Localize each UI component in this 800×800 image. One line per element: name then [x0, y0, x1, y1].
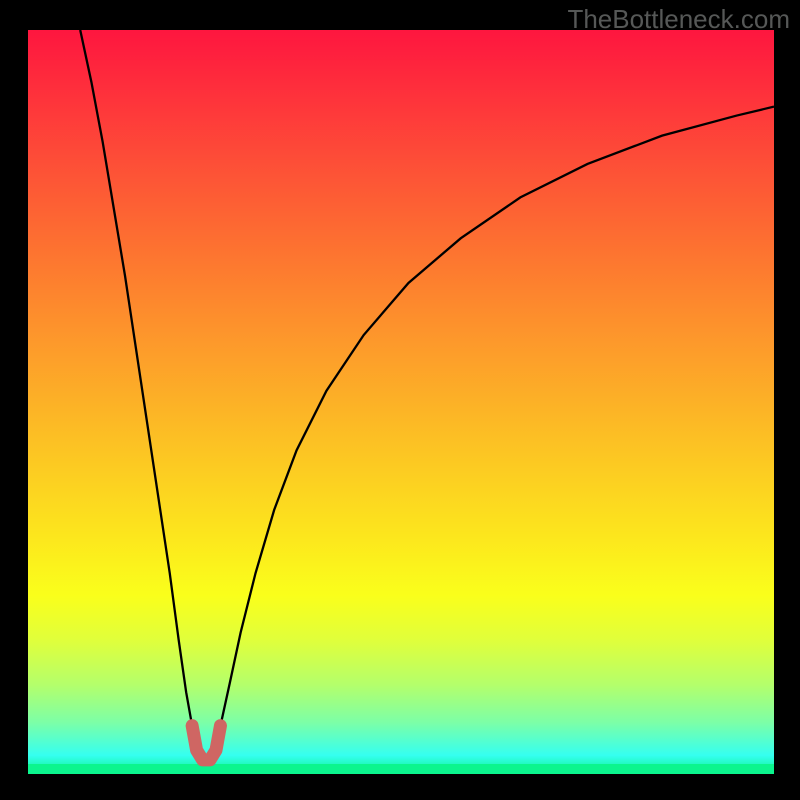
bottleneck-chart [28, 30, 774, 774]
chart-baseline [28, 764, 774, 774]
figure-frame: TheBottleneck.com [0, 0, 800, 800]
chart-background [28, 30, 774, 774]
plot-area [28, 30, 774, 774]
